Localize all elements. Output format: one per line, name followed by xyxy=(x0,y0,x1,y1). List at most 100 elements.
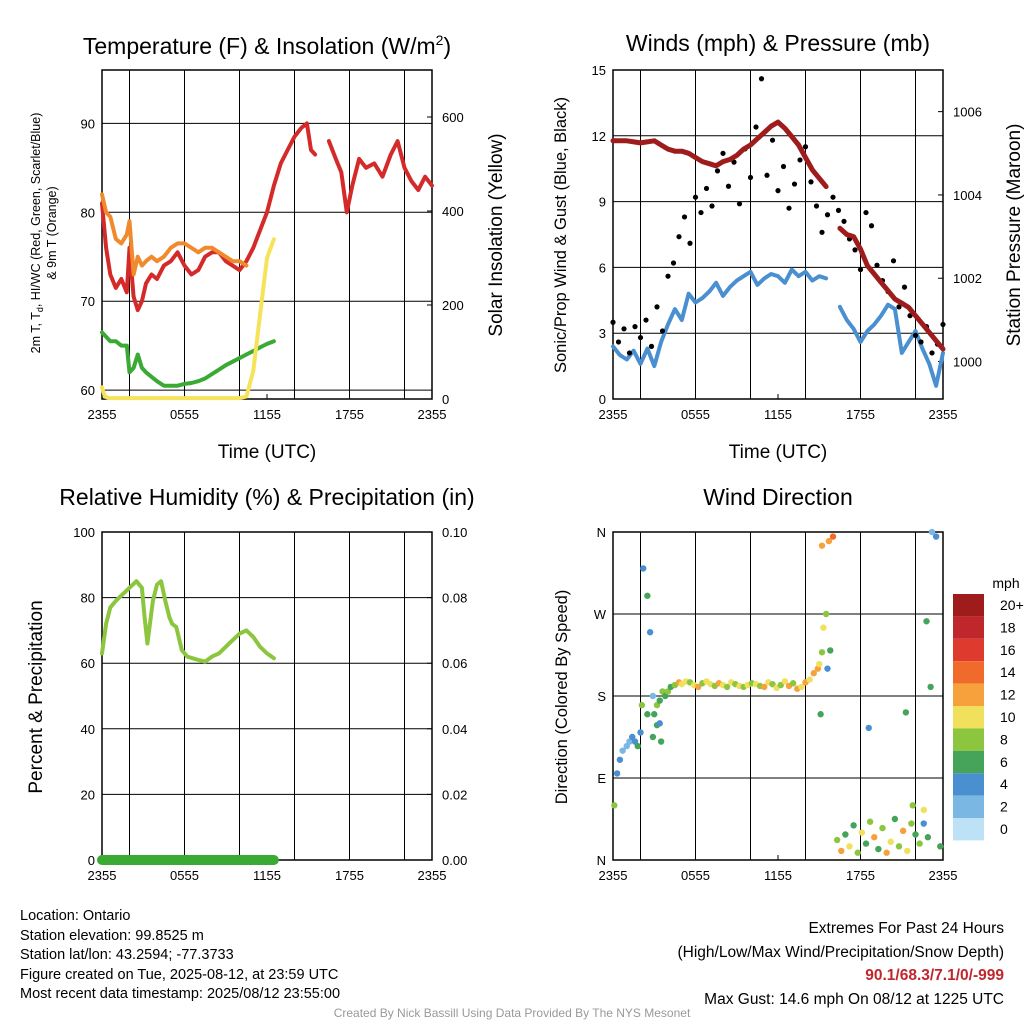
legend-label: 8 xyxy=(1000,731,1008,747)
y-tick-label: S xyxy=(597,689,606,704)
legend-swatch xyxy=(953,773,984,796)
gust-point xyxy=(868,223,875,229)
direction-point xyxy=(827,647,834,654)
direction-point xyxy=(806,676,813,683)
recent-text: Most recent data timestamp: 2025/08/12 2… xyxy=(20,986,341,1002)
x-tick-label: 1755 xyxy=(846,868,875,883)
x-tick-label: 0555 xyxy=(170,407,199,422)
direction-point xyxy=(644,711,651,718)
direction-point xyxy=(646,629,654,636)
legend-label: 2 xyxy=(1000,799,1008,815)
y-tick-label: 0 xyxy=(88,853,95,868)
direction-point xyxy=(923,618,930,625)
y2-tick-label: 0.06 xyxy=(442,656,467,671)
gust-point xyxy=(852,247,858,253)
direction-point xyxy=(858,829,866,836)
y-tick-label: 100 xyxy=(73,525,95,540)
series-line xyxy=(100,579,276,664)
gust-point xyxy=(797,157,803,163)
y-tick-label: 12 xyxy=(592,129,606,144)
temperature-title: Temperature (F) & Insolation (W/m2) xyxy=(83,32,451,59)
gust-point xyxy=(643,317,649,323)
gust-point xyxy=(912,332,919,338)
y2-tick-label: 0 xyxy=(442,392,449,407)
direction-point xyxy=(829,533,837,540)
y-tick-label: 0 xyxy=(599,392,606,407)
direction-point xyxy=(833,836,841,844)
gust-point xyxy=(874,262,880,268)
plot-frame xyxy=(101,69,433,400)
series-line xyxy=(610,119,946,352)
insolation-ylabel: Solar Insolation (Yellow) xyxy=(486,133,507,336)
direction-point xyxy=(825,537,833,545)
direction-point xyxy=(927,683,934,691)
gust-point xyxy=(747,174,754,181)
station-info: Location: Ontario Station elevation: 99.… xyxy=(20,907,340,1005)
gust-point xyxy=(665,273,671,279)
direction-point xyxy=(899,827,907,835)
series-line xyxy=(611,267,945,388)
direction-point xyxy=(838,847,845,855)
direction-panel: Wind Direction Direction (Colored By Spe… xyxy=(553,484,1024,883)
direction-point xyxy=(611,802,618,809)
direction-point xyxy=(920,806,927,814)
gust-point xyxy=(758,76,765,82)
pressure-ylabel: Station Pressure (Maroon) xyxy=(1004,124,1024,347)
direction-title: Wind Direction xyxy=(703,484,853,510)
direction-point xyxy=(649,692,657,700)
direction-point xyxy=(879,824,886,832)
legend-label: 20+ xyxy=(1000,597,1024,613)
plot-frame xyxy=(612,531,944,861)
gust-point xyxy=(901,284,908,290)
gust-point xyxy=(780,163,787,170)
series-line xyxy=(100,330,276,388)
gust-point xyxy=(824,212,831,218)
direction-point xyxy=(928,528,936,536)
direction-point xyxy=(824,665,831,672)
legend-label: 0 xyxy=(1000,821,1008,837)
gust-point xyxy=(896,304,902,310)
series-line xyxy=(100,237,276,401)
gust-point xyxy=(835,207,842,213)
x-tick-label: 1755 xyxy=(846,407,875,422)
gust-point xyxy=(786,205,792,211)
y2-tick-label: 0.04 xyxy=(442,722,467,737)
gust-point xyxy=(659,328,666,334)
legend-swatch xyxy=(953,706,984,729)
direction-point xyxy=(818,649,826,656)
latlon-text: Station lat/lon: 43.2594; -77.3733 xyxy=(20,947,234,963)
direction-point xyxy=(640,565,647,572)
x-tick-label: 2355 xyxy=(929,868,958,883)
direction-point xyxy=(781,678,789,685)
legend-label: 6 xyxy=(1000,754,1008,770)
legend-swatch xyxy=(953,594,984,617)
gust-point xyxy=(670,260,677,266)
legend-swatch xyxy=(953,728,984,751)
gust-point xyxy=(791,181,798,187)
gust-point xyxy=(698,209,704,216)
direction-point xyxy=(875,845,882,853)
direction-point xyxy=(865,724,872,732)
direction-point xyxy=(769,680,776,688)
gust-point xyxy=(725,183,732,189)
legend-label: 12 xyxy=(1000,687,1016,703)
y-tick-label: 60 xyxy=(81,383,95,398)
series-line xyxy=(100,192,249,277)
direction-point xyxy=(656,697,663,704)
gust-point xyxy=(918,339,924,345)
y-tick-label: 20 xyxy=(81,787,95,802)
winds-ylabel: Sonic/Prop Wind & Gust (Blue, Black) xyxy=(552,97,570,373)
gust-point xyxy=(802,144,809,150)
y-tick-label: W xyxy=(594,607,607,622)
x-tick-label: 1755 xyxy=(335,868,364,883)
gust-point xyxy=(863,209,869,216)
direction-point xyxy=(644,592,651,599)
direction-point xyxy=(883,849,890,856)
x-tick-label: 1155 xyxy=(764,868,792,883)
figure: Temperature (F) & Insolation (W/m2) 2m T… xyxy=(26,30,1024,883)
direction-point xyxy=(822,610,830,618)
legend-swatch xyxy=(953,750,984,774)
y2-tick-label: 0.00 xyxy=(442,853,467,868)
y2-tick-label: 600 xyxy=(442,110,464,125)
direction-point xyxy=(887,838,894,845)
